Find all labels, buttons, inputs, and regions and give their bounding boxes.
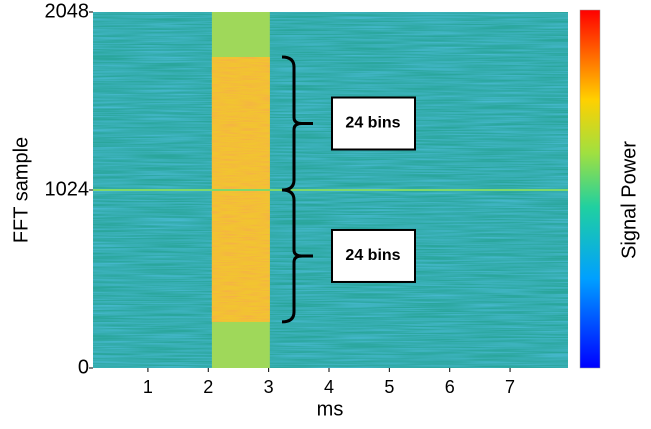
x-tick-label: 5 — [384, 377, 394, 397]
y-tick-label: 0 — [78, 356, 89, 378]
colorbar — [579, 9, 601, 369]
x-tick-label: 4 — [324, 377, 334, 397]
annotation-box — [331, 96, 416, 151]
x-tick-label: 7 — [505, 377, 515, 397]
annotation: 24 bins — [345, 247, 400, 264]
annotation-box — [331, 228, 416, 283]
x-tick-label: 6 — [445, 377, 455, 397]
x-tick-label: 2 — [203, 377, 213, 397]
y-axis-title: FFT sample — [10, 137, 32, 243]
x-tick-label: 3 — [264, 377, 274, 397]
y-tick-label: 2048 — [45, 0, 90, 22]
annotation: 24 bins — [345, 115, 400, 132]
x-tick-label: 1 — [143, 377, 153, 397]
y-tick-label: 1024 — [45, 178, 90, 200]
x-axis-title: ms — [317, 398, 344, 420]
colorbar-title: Signal Power — [618, 141, 640, 259]
plot-area — [93, 12, 568, 368]
